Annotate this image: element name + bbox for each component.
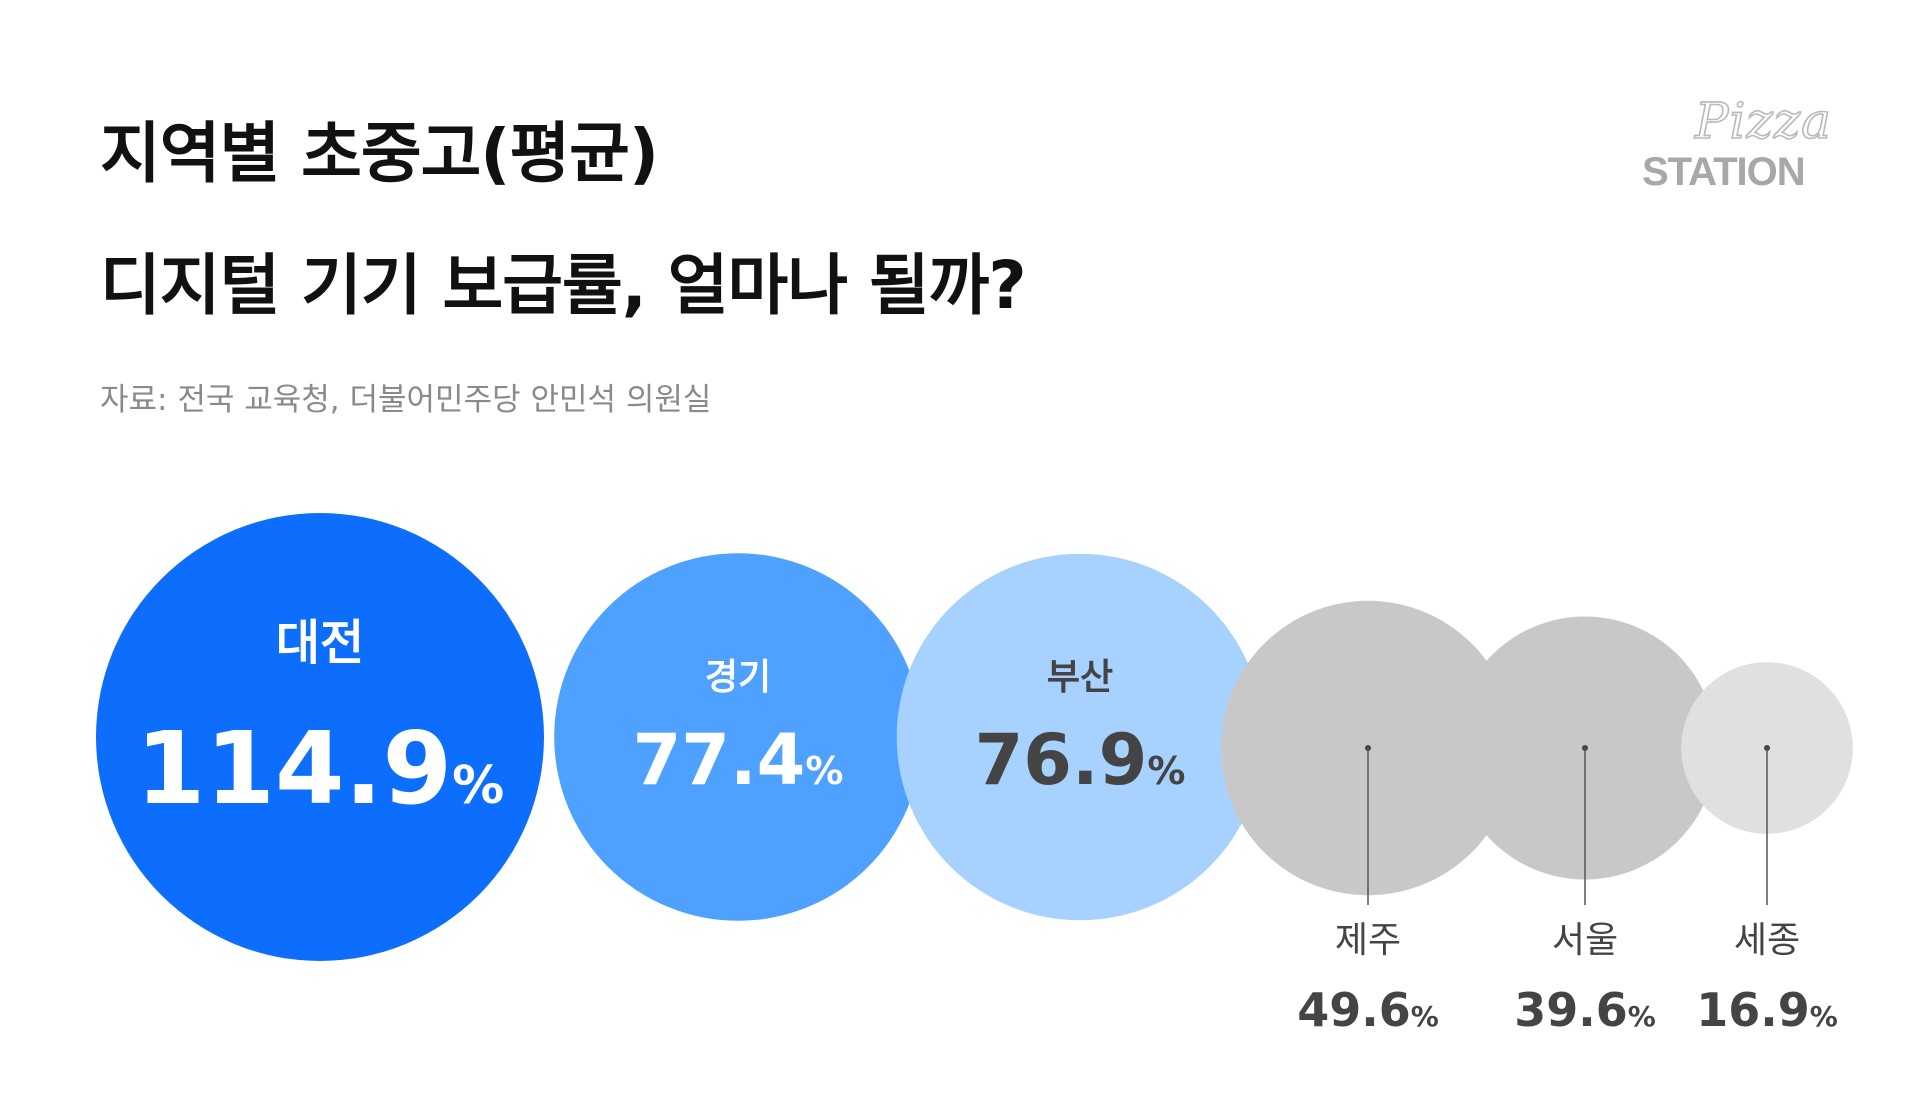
bubble-label-value: 39.6% bbox=[1514, 983, 1656, 1037]
bubble-label-value: 114.9% bbox=[136, 710, 504, 827]
bubble-0 bbox=[96, 513, 544, 961]
bubble-label-value: 77.4% bbox=[633, 719, 844, 801]
pizza-station-logo: Pizza STATION bbox=[1610, 91, 1842, 202]
bubble-label-name: 경기 bbox=[705, 657, 771, 698]
bubble-label-name: 서울 bbox=[1552, 920, 1618, 961]
page-title-line-1: 지역별 초중고(평균) bbox=[100, 115, 659, 192]
logo-word-text: STATION bbox=[1642, 150, 1806, 194]
bubble-label-name: 대전 bbox=[276, 615, 364, 671]
source-caption: 자료: 전국 교육청, 더불어민주당 안민석 의원실 bbox=[100, 382, 712, 418]
bubble-label-value: 16.9% bbox=[1696, 983, 1838, 1037]
bubble-label-name: 세종 bbox=[1734, 920, 1800, 961]
bubble-label-value: 49.6% bbox=[1297, 983, 1439, 1037]
bubble-2 bbox=[896, 553, 1264, 921]
bubble-label-name: 제주 bbox=[1335, 920, 1401, 961]
page-title-line-2: 디지털 기기 보급률, 얼마나 될까? bbox=[100, 247, 1027, 324]
bubble-label-name: 부산 bbox=[1047, 657, 1113, 698]
bubble-label-value: 76.9% bbox=[975, 719, 1186, 801]
logo-script-text: Pizza bbox=[1694, 91, 1832, 151]
bubble-1 bbox=[554, 553, 922, 921]
